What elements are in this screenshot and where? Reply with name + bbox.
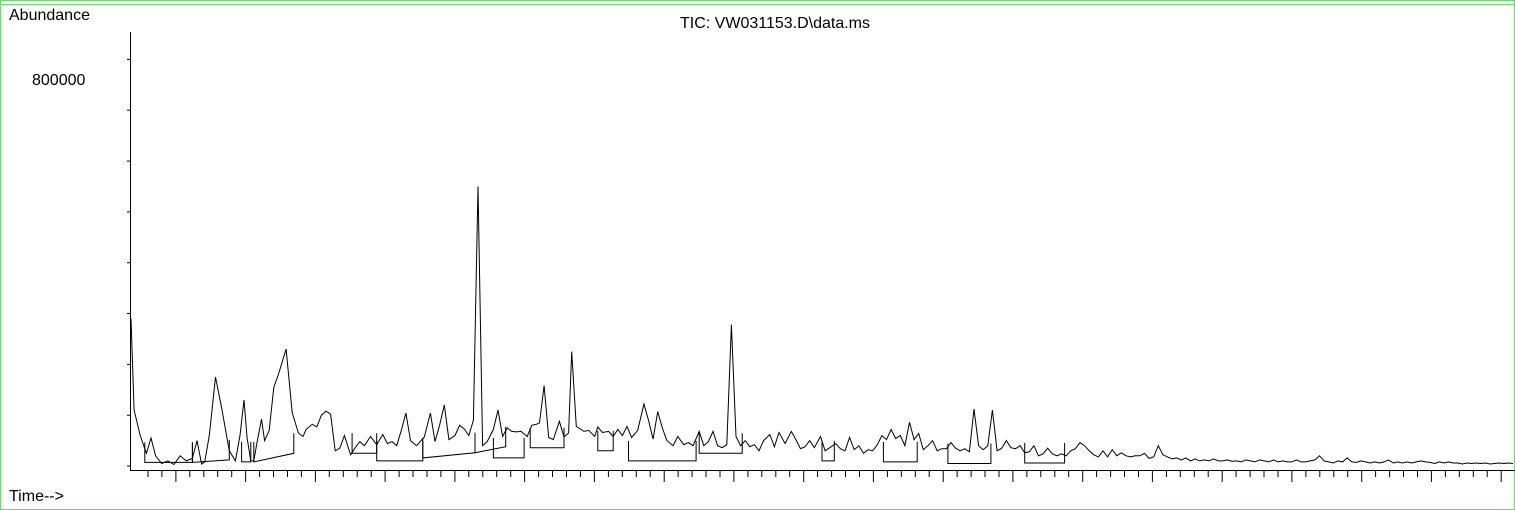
x-ticks xyxy=(147,471,1502,482)
baseline-segment xyxy=(597,430,614,452)
baseline-segment xyxy=(253,433,295,463)
baseline-segment xyxy=(376,440,424,462)
baseline-segment xyxy=(821,440,835,462)
tic-trace xyxy=(130,186,1514,466)
y-tick-label-800000: 800000 xyxy=(32,72,86,89)
baseline-segment xyxy=(882,441,918,463)
baseline-segment xyxy=(628,440,697,462)
x-axis-label: Time--> xyxy=(9,488,64,505)
baseline-segment xyxy=(492,437,525,459)
baseline-segment xyxy=(241,441,252,463)
baseline-segment xyxy=(1024,443,1066,464)
baseline-segment xyxy=(351,433,378,454)
baseline-segment xyxy=(529,427,565,449)
y-minor-ticks xyxy=(127,58,131,467)
baseline-segment xyxy=(474,426,507,454)
baseline-segment xyxy=(947,443,992,464)
y-axis-label: Abundance xyxy=(9,7,90,24)
chart-title: TIC: VW031153.D\data.ms xyxy=(680,15,870,32)
